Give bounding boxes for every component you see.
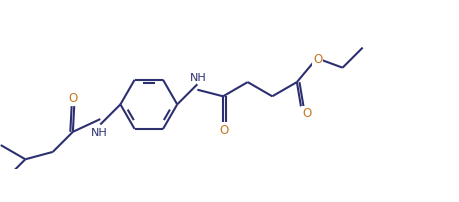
- Text: O: O: [218, 124, 228, 137]
- Text: O: O: [68, 92, 77, 104]
- Text: O: O: [313, 53, 322, 66]
- Text: NH: NH: [190, 73, 207, 83]
- Text: NH: NH: [91, 128, 108, 138]
- Text: O: O: [302, 107, 311, 120]
